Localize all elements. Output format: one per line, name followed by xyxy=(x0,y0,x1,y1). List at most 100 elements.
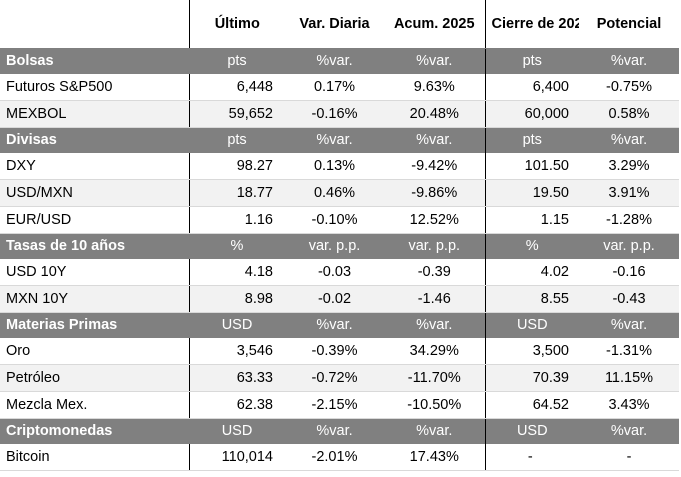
close-2025: 3,500 xyxy=(485,338,579,365)
section-title: Bolsas xyxy=(0,48,189,74)
potential: 3.43% xyxy=(579,391,679,419)
close-2025: 60,000 xyxy=(485,100,579,128)
last-value: 4.18 xyxy=(189,259,285,286)
section-header-row: Materias Primas USD %var. %var. USD %var. xyxy=(0,312,679,338)
close-2025: 1.15 xyxy=(485,206,579,234)
last-value: 98.27 xyxy=(189,153,285,180)
header-blank xyxy=(0,0,190,49)
ytd-change: -11.70% xyxy=(384,364,486,392)
table-row: Mezcla Mex. 62.38 -2.15% -10.50% 64.52 3.43% xyxy=(0,391,679,419)
instrument-name: Futuros S&P500 xyxy=(0,74,190,101)
close-2025: 64.52 xyxy=(485,391,579,419)
table-row: MEXBOL 59,652 -0.16% 20.48% 60,000 0.58% xyxy=(0,100,679,128)
section-unit: %var. xyxy=(579,127,679,153)
section-unit: pts xyxy=(485,48,579,74)
section-unit: pts xyxy=(485,127,579,153)
close-2025: - xyxy=(485,444,579,471)
section-unit: USD xyxy=(189,418,285,444)
section-unit: pts xyxy=(189,48,285,74)
ytd-change: -9.42% xyxy=(384,153,486,180)
header-daily-change: Var. Diaria xyxy=(285,0,384,49)
section-unit: %var. xyxy=(384,48,486,74)
daily-change: -2.01% xyxy=(285,444,384,471)
section-header-row: Divisas pts %var. %var. pts %var. xyxy=(0,127,679,153)
last-value: 1.16 xyxy=(189,206,285,234)
daily-change: -0.39% xyxy=(285,338,384,365)
potential: -0.43 xyxy=(579,285,679,313)
last-value: 18.77 xyxy=(189,179,285,207)
potential: 11.15% xyxy=(579,364,679,392)
section-unit: %var. xyxy=(285,312,384,338)
table-row: DXY 98.27 0.13% -9.42% 101.50 3.29% xyxy=(0,153,679,180)
table-row: Petróleo 63.33 -0.72% -11.70% 70.39 11.15% xyxy=(0,364,679,392)
close-2025: 101.50 xyxy=(485,153,579,180)
section-unit: var. p.p. xyxy=(285,233,384,259)
table-body: Bolsas pts %var. %var. pts %var. Futuros S&P50… xyxy=(0,48,679,471)
section-unit: %var. xyxy=(384,127,486,153)
potential: -0.75% xyxy=(579,74,679,101)
section-unit: %var. xyxy=(384,312,486,338)
section-unit: % xyxy=(189,233,285,259)
section-title: Materias Primas xyxy=(0,312,189,338)
table-row: Futuros S&P500 6,448 0.17% 9.63% 6,400 -0.75% xyxy=(0,74,679,101)
section-header-row: Tasas de 10 años% var. p.p. var. p.p.% var.… xyxy=(0,233,679,259)
section-unit: %var. xyxy=(579,418,679,444)
header-ytd: Acum. 2025 xyxy=(384,0,486,49)
last-value: 59,652 xyxy=(189,100,285,128)
daily-change: -0.72% xyxy=(285,364,384,392)
daily-change: 0.13% xyxy=(285,153,384,180)
section-header-row: Criptomonedas USD %var. %var. USD %var. xyxy=(0,418,679,444)
close-2025: 8.55 xyxy=(485,285,579,313)
instrument-name: USD 10Y xyxy=(0,259,190,286)
daily-change: -0.02 xyxy=(285,285,384,313)
last-value: 63.33 xyxy=(189,364,285,392)
daily-change: -2.15% xyxy=(285,391,384,419)
section-header-row: Bolsas pts %var. %var. pts %var. xyxy=(0,48,679,74)
instrument-name: MEXBOL xyxy=(0,100,190,128)
potential: -0.16 xyxy=(579,259,679,286)
section-title: Criptomonedas xyxy=(0,418,189,444)
instrument-name: DXY xyxy=(0,153,190,180)
section-unit: %var. xyxy=(285,48,384,74)
instrument-name: Mezcla Mex. xyxy=(0,391,190,419)
instrument-name: Bitcoin xyxy=(0,444,190,471)
section-title: Divisas xyxy=(0,127,189,153)
ytd-change: 20.48% xyxy=(384,100,486,128)
potential: - xyxy=(579,444,679,471)
instrument-name: USD/MXN xyxy=(0,179,190,207)
section-unit: % xyxy=(485,233,579,259)
ytd-change: 12.52% xyxy=(384,206,486,234)
table-row: USD 10Y 4.18 -0.03 -0.39 4.02 -0.16 xyxy=(0,259,679,286)
section-unit: %var. xyxy=(579,48,679,74)
instrument-name: Oro xyxy=(0,338,190,365)
header-row: Último Var. Diaria Acum. 2025 Cierre de … xyxy=(0,0,679,49)
section-unit: %var. xyxy=(285,127,384,153)
ytd-change: -9.86% xyxy=(384,179,486,207)
close-2025: 4.02 xyxy=(485,259,579,286)
ytd-change: 17.43% xyxy=(384,444,486,471)
daily-change: -0.16% xyxy=(285,100,384,128)
table-row: EUR/USD 1.16 -0.10% 12.52% 1.15 -1.28% xyxy=(0,206,679,234)
section-unit: USD xyxy=(485,312,579,338)
daily-change: -0.10% xyxy=(285,206,384,234)
header-potential: Potencial xyxy=(579,0,679,49)
table-row: MXN 10Y 8.98 -0.02 -1.46 8.55 -0.43 xyxy=(0,285,679,313)
daily-change: 0.46% xyxy=(285,179,384,207)
close-2025: 70.39 xyxy=(485,364,579,392)
section-unit: var. p.p. xyxy=(384,233,486,259)
last-value: 6,448 xyxy=(189,74,285,101)
section-unit: var. p.p. xyxy=(579,233,679,259)
daily-change: 0.17% xyxy=(285,74,384,101)
section-unit: %var. xyxy=(285,418,384,444)
header-last: Último xyxy=(189,0,285,49)
instrument-name: MXN 10Y xyxy=(0,285,190,313)
last-value: 3,546 xyxy=(189,338,285,365)
ytd-change: -0.39 xyxy=(384,259,486,286)
potential: 3.91% xyxy=(579,179,679,207)
section-unit: %var. xyxy=(384,418,486,444)
header-close-2025: Cierre de 2025 xyxy=(485,0,579,49)
potential: -1.31% xyxy=(579,338,679,365)
table-row: USD/MXN 18.77 0.46% -9.86% 19.50 3.91% xyxy=(0,179,679,207)
section-unit: %var. xyxy=(579,312,679,338)
